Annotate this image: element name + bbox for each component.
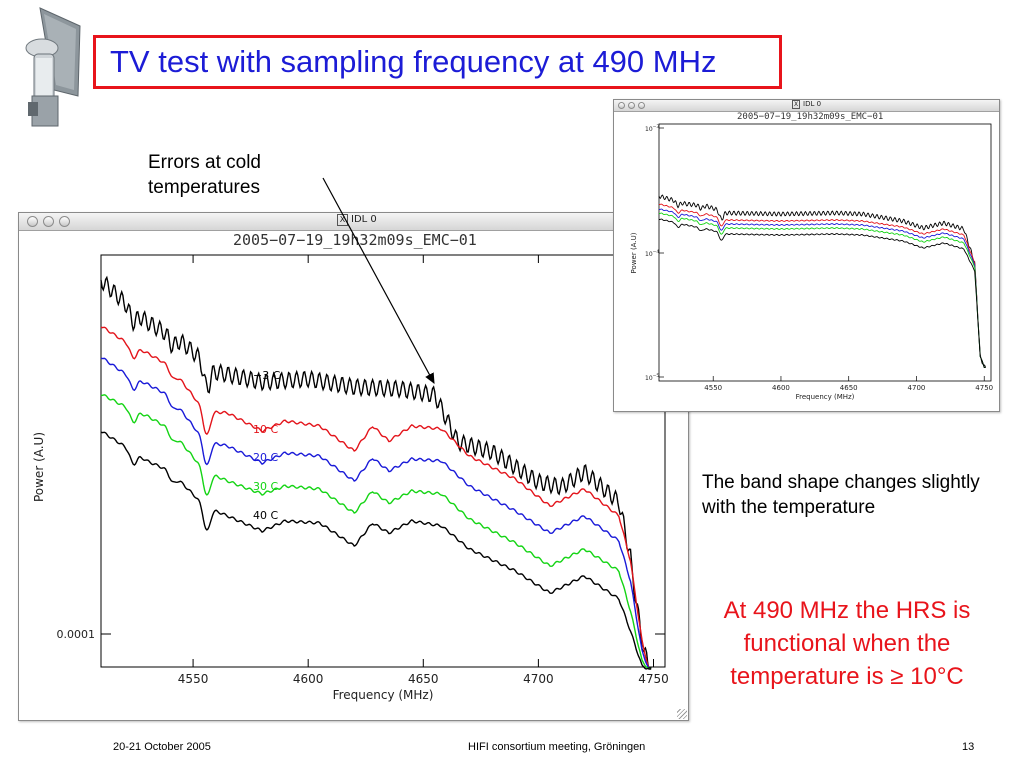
inset-series-line bbox=[659, 218, 986, 368]
x11-app-icon: X bbox=[337, 214, 348, 226]
series-line bbox=[100, 326, 652, 669]
inset-window-titlebar[interactable]: X IDL 0 bbox=[614, 100, 999, 112]
inset-x-tick-label: 4550 bbox=[704, 384, 722, 392]
series-label: 40 C bbox=[253, 509, 278, 522]
inset-series-line bbox=[659, 212, 986, 368]
inset-series-line bbox=[659, 208, 986, 368]
resize-grip-icon[interactable] bbox=[677, 709, 687, 719]
main-window-title: IDL 0 bbox=[351, 214, 377, 225]
x-tick-label: 4600 bbox=[293, 672, 324, 686]
main-idl-window[interactable]: X IDL 0 2005−07−19_19h32m09s_EMC−01 4550 4… bbox=[18, 212, 689, 721]
series-line bbox=[100, 357, 652, 669]
inset-close-window-icon[interactable] bbox=[618, 102, 625, 109]
main-window-titlebar[interactable]: X IDL 0 bbox=[19, 213, 688, 231]
inset-x-tick-label: 4600 bbox=[772, 384, 790, 392]
inset-series-line bbox=[659, 203, 986, 368]
series-label: 10 C bbox=[253, 423, 278, 436]
series-line bbox=[100, 275, 652, 670]
zoom-window-icon[interactable] bbox=[59, 216, 70, 227]
inset-minimize-window-icon[interactable] bbox=[628, 102, 635, 109]
inset-x-tick-label: 4650 bbox=[840, 384, 858, 392]
x-tick-label: 4650 bbox=[408, 672, 439, 686]
x-tick-label: 4700 bbox=[523, 672, 554, 686]
inset-x-axis-label: Frequency (MHz) bbox=[796, 393, 855, 401]
inset-y-tick-label: 10−5 bbox=[645, 373, 659, 382]
slide-title: TV test with sampling frequency at 490 M… bbox=[110, 44, 717, 79]
footer-page-number: 13 bbox=[962, 741, 975, 753]
inset-x-tick-label: 4700 bbox=[908, 384, 926, 392]
x-tick-label: 4550 bbox=[178, 672, 209, 686]
inset-plot-title: 2005−07−19_19h32m09s_EMC−01 bbox=[737, 112, 884, 122]
x-axis-label: Frequency (MHz) bbox=[333, 688, 434, 702]
series-line bbox=[100, 394, 652, 669]
conclusion-text: At 490 MHz the HRS is functional when th… bbox=[723, 597, 971, 690]
footer-meeting: HIFI consortium meeting, Gröningen bbox=[468, 741, 646, 753]
inset-y-tick-label: 10−4 bbox=[645, 249, 659, 258]
series-label: 20 C bbox=[253, 451, 278, 464]
inset-axes: 4550 4600 4650 4700 4750 10−3 10−4 10−5 Frequenc… bbox=[630, 123, 993, 401]
annotation-band-shape-text: The band shape changes slightly with the… bbox=[702, 472, 980, 518]
slide-title-box: TV test with sampling frequency at 490 M… bbox=[93, 35, 782, 89]
y-axis-label: Power (A.U) bbox=[32, 432, 46, 502]
series-line bbox=[100, 431, 652, 670]
inset-x-tick-label: 4750 bbox=[975, 384, 993, 392]
inset-zoom-window-icon[interactable] bbox=[638, 102, 645, 109]
inset-spectrum-chart: 4550 4600 4650 4700 4750 10−3 10−4 10−5 Frequenc… bbox=[630, 123, 993, 401]
footer-date: 20-21 October 2005 bbox=[113, 741, 211, 753]
main-spectrum-chart: 4550 4600 4650 4700 4750 0.0001 Frequency (MHz… bbox=[32, 254, 669, 702]
inset-y-tick-label: 10−3 bbox=[645, 124, 659, 133]
close-window-icon[interactable] bbox=[27, 216, 38, 227]
inset-x11-app-icon: X bbox=[792, 100, 800, 109]
annotation-errors-text: Errors at cold temperatures bbox=[148, 152, 261, 198]
inset-idl-window[interactable]: X IDL 0 2005−07−19_19h32m09s_EMC−01 4550 4… bbox=[613, 99, 1000, 412]
series-label: −3 C bbox=[253, 369, 281, 382]
series-label: 30 C bbox=[253, 480, 278, 493]
herschel-satellite-logo bbox=[14, 6, 84, 131]
inset-window-title: IDL 0 bbox=[803, 100, 822, 108]
inset-y-axis-label: Power (A.U) bbox=[630, 232, 638, 273]
y-tick-label: 0.0001 bbox=[57, 628, 96, 641]
inset-series-line bbox=[658, 194, 987, 368]
minimize-window-icon[interactable] bbox=[43, 216, 54, 227]
x-tick-label: 4750 bbox=[638, 672, 669, 686]
